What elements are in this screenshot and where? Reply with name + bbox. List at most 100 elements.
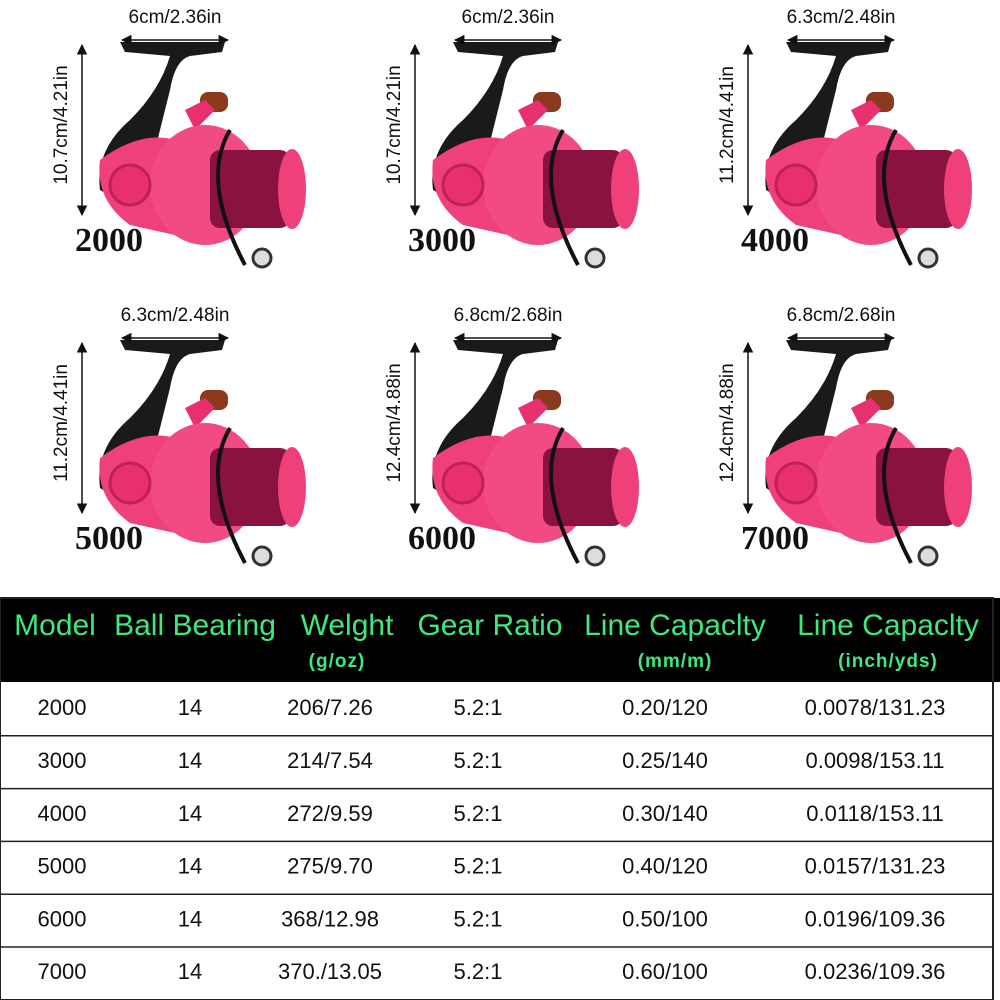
table-border bbox=[0, 597, 994, 1000]
reel-bail bbox=[882, 128, 913, 266]
reel-spool bbox=[210, 150, 290, 228]
reel-handle bbox=[518, 398, 548, 428]
table-cell: 214/7.54 bbox=[287, 748, 373, 773]
reel-knob bbox=[441, 461, 485, 505]
table-cell: 5.2:1 bbox=[454, 801, 503, 826]
reel-handle bbox=[851, 398, 881, 428]
reel-bail bbox=[549, 128, 580, 266]
table-cell: 5000 bbox=[38, 854, 87, 879]
reel-handle bbox=[185, 100, 215, 130]
reel-roller bbox=[584, 247, 606, 269]
height-label: 10.7cm/4.21in bbox=[384, 65, 405, 184]
header-label: Line Capaclty bbox=[797, 609, 979, 642]
table-cell: 206/7.26 bbox=[287, 695, 373, 720]
reel-knob bbox=[108, 461, 152, 505]
reel-spool bbox=[543, 150, 623, 228]
table-header-bg bbox=[0, 598, 1000, 682]
table-cell: 0.30/140 bbox=[622, 801, 708, 826]
table-cell: 5.2:1 bbox=[454, 748, 503, 773]
table-cell: 6000 bbox=[38, 906, 87, 931]
table-cell: 7000 bbox=[38, 959, 87, 984]
table-cell: 272/9.59 bbox=[287, 801, 373, 826]
header-unit: (g/oz) bbox=[309, 651, 366, 672]
reel-spool-cap bbox=[278, 149, 306, 229]
model-label: 4000 bbox=[741, 222, 809, 259]
reel-roller bbox=[917, 545, 939, 567]
table-cell: 14 bbox=[178, 906, 202, 931]
table-cell: 14 bbox=[178, 854, 202, 879]
table-cell: 5.2:1 bbox=[454, 906, 503, 931]
reel-card: 6.8cm/2.68in 12.4cm/4.88in 6000 bbox=[384, 305, 639, 567]
model-label: 3000 bbox=[408, 222, 476, 259]
width-label: 6.8cm/2.68in bbox=[454, 305, 563, 326]
table-cell: 14 bbox=[178, 695, 202, 720]
reel-roller bbox=[251, 545, 273, 567]
reel-bail bbox=[549, 426, 580, 564]
header-label: Ball Bearing bbox=[114, 609, 276, 642]
model-label: 5000 bbox=[75, 520, 143, 557]
table-cell: 5.2:1 bbox=[454, 854, 503, 879]
table-cell: 4000 bbox=[38, 801, 87, 826]
reel-knob bbox=[108, 163, 152, 207]
table-cell: 14 bbox=[178, 801, 202, 826]
reel-spool bbox=[876, 448, 956, 526]
reel-roller bbox=[917, 247, 939, 269]
table-cell: 0.0098/153.11 bbox=[805, 748, 944, 773]
table-cell: 0.60/100 bbox=[622, 959, 708, 984]
reel-spool bbox=[876, 150, 956, 228]
reel-card: 6cm/2.36in 10.7cm/4.21in 3000 bbox=[384, 7, 639, 269]
reel-spool bbox=[210, 448, 290, 526]
table-cell: 0.0078/131.23 bbox=[805, 695, 946, 720]
width-label: 6.8cm/2.68in bbox=[787, 305, 896, 326]
reel-roller bbox=[251, 247, 273, 269]
header-label: Welght bbox=[301, 609, 394, 642]
table-cell: 0.25/140 bbox=[622, 748, 708, 773]
model-label: 6000 bbox=[408, 520, 476, 557]
model-label: 2000 bbox=[75, 222, 143, 259]
table-cell: 0.20/120 bbox=[622, 695, 708, 720]
header-unit: (mm/m) bbox=[638, 651, 713, 672]
reel-card: 6.3cm/2.48in 11.2cm/4.41in 4000 bbox=[717, 7, 972, 269]
reel-bail bbox=[216, 128, 247, 266]
reel-spool-cap bbox=[278, 447, 306, 527]
reel-knob bbox=[774, 163, 818, 207]
header-label: Model bbox=[14, 609, 96, 642]
width-label: 6cm/2.36in bbox=[462, 7, 555, 28]
reel-bail bbox=[882, 426, 913, 564]
reel-handle bbox=[185, 398, 215, 428]
reel-card: 6.3cm/2.48in 11.2cm/4.41in 5000 bbox=[51, 305, 306, 567]
reel-spool-cap bbox=[944, 447, 972, 527]
height-label: 12.4cm/4.88in bbox=[384, 363, 405, 482]
width-label: 6cm/2.36in bbox=[129, 7, 222, 28]
header-label: Line Capaclty bbox=[584, 609, 766, 642]
height-label: 11.2cm/4.41in bbox=[51, 364, 72, 482]
reel-spool-cap bbox=[611, 447, 639, 527]
reel-card: 6cm/2.36in 10.7cm/4.21in 2000 bbox=[51, 7, 306, 269]
table-cell: 0.0157/131.23 bbox=[805, 854, 946, 879]
table-cell: 3000 bbox=[38, 748, 87, 773]
table-cell: 5.2:1 bbox=[454, 695, 503, 720]
table-cell: 2000 bbox=[38, 695, 87, 720]
table-cell: 14 bbox=[178, 748, 202, 773]
reel-knob bbox=[774, 461, 818, 505]
table-cell: 0.0236/109.36 bbox=[805, 959, 946, 984]
reel-bail bbox=[216, 426, 247, 564]
header-label: Gear Ratio bbox=[417, 609, 562, 642]
reel-handle bbox=[518, 100, 548, 130]
table-cell: 275/9.70 bbox=[287, 854, 373, 879]
table-cell: 0.0118/153.11 bbox=[806, 801, 943, 826]
reel-handle bbox=[851, 100, 881, 130]
reel-card: 6.8cm/2.68in 12.4cm/4.88in 7000 bbox=[717, 305, 972, 567]
table-cell: 14 bbox=[178, 959, 202, 984]
reel-roller bbox=[584, 545, 606, 567]
height-label: 10.7cm/4.21in bbox=[51, 65, 72, 184]
reel-knob bbox=[441, 163, 485, 207]
model-label: 7000 bbox=[741, 520, 809, 557]
table-cell: 5.2:1 bbox=[454, 959, 503, 984]
reel-spool-cap bbox=[944, 149, 972, 229]
width-label: 6.3cm/2.48in bbox=[121, 305, 230, 326]
table-cell: 368/12.98 bbox=[281, 906, 379, 931]
table-cell: 0.50/100 bbox=[622, 906, 708, 931]
table-cell: 0.40/120 bbox=[622, 854, 708, 879]
